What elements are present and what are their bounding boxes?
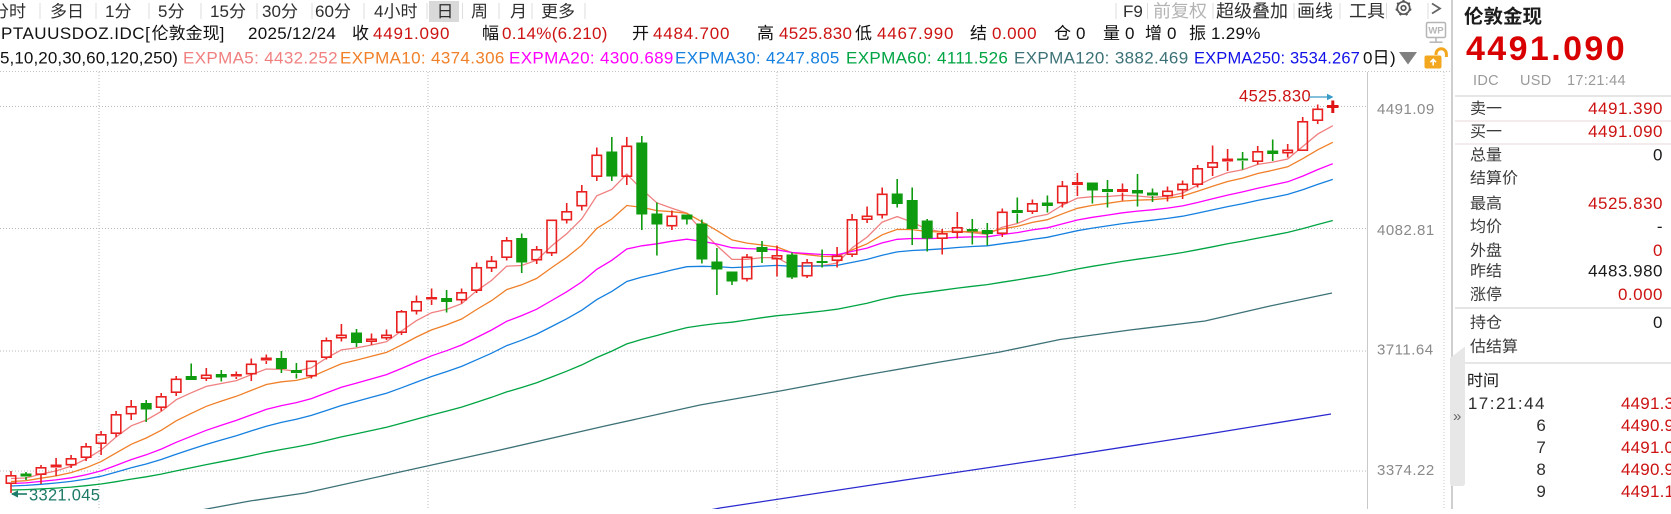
svg-text:0: 0 xyxy=(1653,241,1663,260)
svg-text:0: 0 xyxy=(1363,48,1372,67)
svg-text:5,10,20,30,60,120,250): 5,10,20,30,60,120,250) xyxy=(0,48,178,67)
svg-text:4525.830: 4525.830 xyxy=(1588,194,1663,213)
svg-text:1.29%: 1.29% xyxy=(1211,24,1261,43)
svg-text:4: 4 xyxy=(374,2,383,21)
svg-text:4491.190: 4491.190 xyxy=(1621,482,1671,501)
svg-text:3711.64: 3711.64 xyxy=(1377,342,1434,359)
svg-text:4491.090: 4491.090 xyxy=(1621,438,1671,457)
svg-text:4467.990: 4467.990 xyxy=(877,24,954,43)
svg-text:F9: F9 xyxy=(1123,2,1143,21)
svg-text:3321.045: 3321.045 xyxy=(29,487,100,505)
svg-text:7: 7 xyxy=(1536,438,1546,457)
svg-text:EXPMA10: 4374.306: EXPMA10: 4374.306 xyxy=(340,48,505,67)
svg-text:4525.830: 4525.830 xyxy=(779,24,852,43)
svg-text:4483.980: 4483.980 xyxy=(1588,262,1663,281)
svg-text:EXPMA120: 3882.469: EXPMA120: 3882.469 xyxy=(1014,48,1189,67)
svg-text:EXPMA5: 4432.252: EXPMA5: 4432.252 xyxy=(183,48,338,67)
svg-text:0: 0 xyxy=(1167,24,1176,43)
svg-text:WP: WP xyxy=(1428,26,1444,37)
svg-text:4491.390: 4491.390 xyxy=(1621,394,1671,413)
svg-text:0: 0 xyxy=(1125,24,1134,43)
svg-text:4525.830: 4525.830 xyxy=(1239,88,1311,106)
svg-text:4491.090: 4491.090 xyxy=(1466,30,1627,68)
svg-text:0: 0 xyxy=(1653,313,1663,332)
svg-text:USD: USD xyxy=(1520,73,1552,89)
svg-text:60: 60 xyxy=(315,2,334,21)
svg-text:EXPMA20: 4300.689: EXPMA20: 4300.689 xyxy=(509,48,674,67)
svg-text:0: 0 xyxy=(1076,24,1085,43)
svg-text:4491.090: 4491.090 xyxy=(1588,122,1663,141)
svg-text:0.000: 0.000 xyxy=(992,24,1037,43)
svg-text:4490.990: 4490.990 xyxy=(1621,460,1671,479)
svg-text:): ) xyxy=(1390,48,1396,67)
svg-text:0.000: 0.000 xyxy=(1618,285,1663,304)
svg-text:»: » xyxy=(1453,408,1461,425)
svg-text:4484.700: 4484.700 xyxy=(653,24,730,43)
svg-text:5: 5 xyxy=(158,2,167,21)
svg-text:EXPMA60: 4111.526: EXPMA60: 4111.526 xyxy=(846,48,1008,67)
svg-text:4491.390: 4491.390 xyxy=(1588,99,1663,118)
svg-text:3374.22: 3374.22 xyxy=(1377,462,1435,479)
svg-text:4491.090: 4491.090 xyxy=(373,24,450,43)
svg-text:EXPMA30: 4247.805: EXPMA30: 4247.805 xyxy=(675,48,840,67)
svg-text:15: 15 xyxy=(210,2,229,21)
svg-text:EXPMA250: 3534.267: EXPMA250: 3534.267 xyxy=(1194,49,1360,67)
svg-text:2025/12/24: 2025/12/24 xyxy=(248,24,336,43)
svg-text:4490.940: 4490.940 xyxy=(1621,416,1671,435)
svg-text:4491.09: 4491.09 xyxy=(1377,101,1435,118)
svg-text:0.14%(6.210): 0.14%(6.210) xyxy=(502,24,608,43)
svg-text:9: 9 xyxy=(1536,482,1546,501)
svg-text:IDC: IDC xyxy=(1473,73,1499,89)
svg-text:4082.81: 4082.81 xyxy=(1377,222,1435,239)
svg-text:0: 0 xyxy=(1653,146,1663,165)
svg-text:]: ] xyxy=(220,24,225,43)
svg-text:1: 1 xyxy=(105,2,114,21)
svg-text:6: 6 xyxy=(1536,416,1546,435)
svg-text:17:21:44: 17:21:44 xyxy=(1567,73,1626,89)
svg-text:30: 30 xyxy=(262,2,281,21)
svg-text:17:21:44: 17:21:44 xyxy=(1468,394,1546,413)
svg-text:-: - xyxy=(1657,217,1663,236)
svg-text:8: 8 xyxy=(1536,460,1546,479)
svg-text:PTAUUSDOZ.IDC[: PTAUUSDOZ.IDC[ xyxy=(1,24,150,43)
